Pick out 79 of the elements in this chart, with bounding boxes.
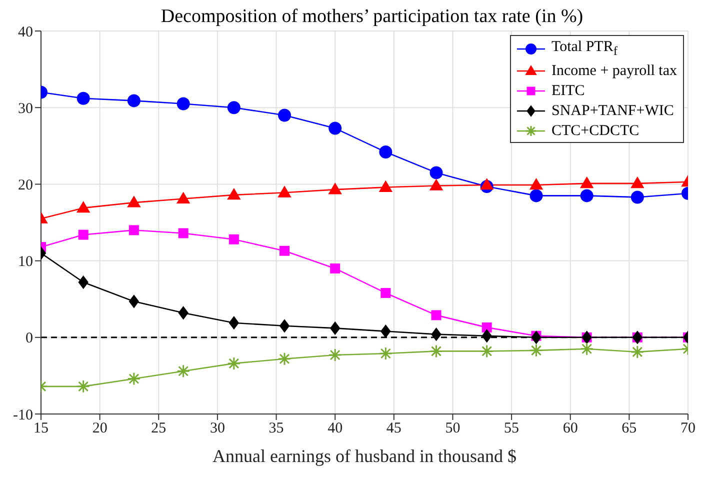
point xyxy=(580,189,594,202)
point xyxy=(127,196,140,208)
y-tick-label: 10 xyxy=(18,254,33,270)
x-tick-label: 20 xyxy=(92,420,108,437)
point xyxy=(278,352,292,366)
y-tick-label: 0 xyxy=(26,330,33,347)
point xyxy=(530,178,543,190)
x-tick-label: 40 xyxy=(328,420,343,437)
y-tick-label: 30 xyxy=(18,100,33,117)
point xyxy=(430,344,444,358)
x-tick-label: 15 xyxy=(34,420,48,437)
x-tick-label: 25 xyxy=(151,420,166,437)
point xyxy=(178,306,188,320)
chart-title: Decomposition of mothers’ participation tax rate (in %) xyxy=(160,6,584,28)
point xyxy=(178,228,188,238)
point xyxy=(380,288,391,298)
point xyxy=(76,92,90,105)
point xyxy=(278,108,292,122)
point xyxy=(430,179,443,190)
point xyxy=(127,372,141,386)
x-tick-label: 45 xyxy=(386,420,402,437)
point xyxy=(630,176,644,188)
x-tick-label: 55 xyxy=(504,420,520,437)
legend-label: SNAP+TANF+WIC xyxy=(551,102,674,121)
point xyxy=(227,188,240,200)
point xyxy=(378,346,392,360)
point xyxy=(580,342,594,356)
point xyxy=(176,364,190,378)
point xyxy=(127,94,140,108)
point xyxy=(431,328,442,341)
point xyxy=(128,294,139,308)
point xyxy=(280,246,290,256)
point xyxy=(330,263,340,274)
point xyxy=(278,186,292,198)
x-tick-label: 70 xyxy=(680,420,696,437)
point xyxy=(228,234,239,244)
point xyxy=(280,319,290,332)
y-tick-label: -10 xyxy=(13,407,33,424)
point xyxy=(630,345,644,359)
point xyxy=(176,97,190,110)
point xyxy=(531,330,542,344)
point xyxy=(530,344,543,358)
point xyxy=(328,348,342,362)
legend-label: Income + payroll tax xyxy=(551,62,677,81)
point xyxy=(228,316,239,330)
point xyxy=(482,329,492,342)
point xyxy=(580,176,594,188)
point xyxy=(379,180,392,192)
x-tick-label: 35 xyxy=(268,420,284,437)
x-tick-label: 50 xyxy=(445,420,460,437)
point xyxy=(78,276,88,289)
point xyxy=(78,230,88,240)
point xyxy=(227,101,240,114)
legend-label: CTC+CDCTC xyxy=(551,122,640,141)
point xyxy=(480,178,494,190)
y-tick-label: 40 xyxy=(18,24,33,40)
point xyxy=(379,146,392,159)
y-tick-label: 20 xyxy=(18,178,33,194)
point xyxy=(176,192,190,204)
point xyxy=(76,380,90,394)
x-tick-label: 60 xyxy=(562,420,578,437)
point xyxy=(431,310,442,320)
point xyxy=(328,183,342,194)
point xyxy=(630,190,644,204)
point xyxy=(482,322,492,332)
point xyxy=(480,344,494,358)
legend-label: Total PTR$_{f}$ xyxy=(551,38,618,60)
point xyxy=(227,356,241,370)
x-tick-label: 30 xyxy=(210,420,225,437)
point xyxy=(430,166,443,180)
point xyxy=(76,201,90,213)
point xyxy=(128,225,139,236)
point xyxy=(530,189,543,202)
x-tick-label: 65 xyxy=(622,420,637,437)
point xyxy=(330,322,340,335)
point xyxy=(328,122,342,135)
legend-label: EITC xyxy=(551,82,585,101)
x-axis-title: Annual earnings of husband in thousand $ xyxy=(212,446,516,466)
point xyxy=(380,324,391,338)
